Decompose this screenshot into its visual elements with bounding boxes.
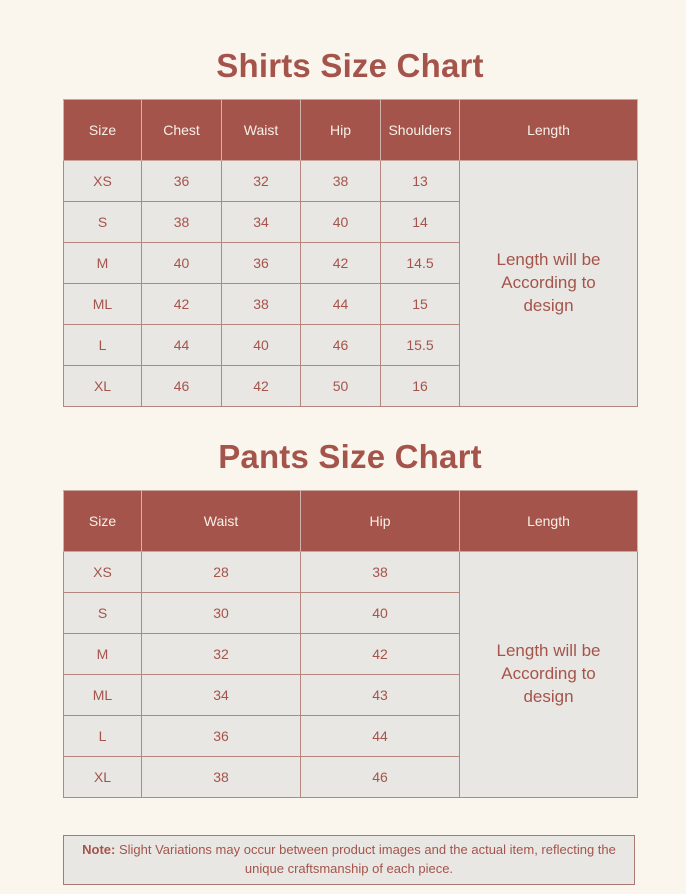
cell-size: M (63, 633, 142, 675)
cell-waist: 28 (141, 551, 301, 593)
cell-shoulders: 14.5 (380, 242, 460, 284)
shirts-size-table: Size Chest Waist Hip Shoulders Length XS… (63, 99, 638, 407)
cell-hip: 38 (300, 551, 460, 593)
shirts-col-hip: Hip (300, 99, 381, 161)
cell-waist: 42 (221, 365, 301, 407)
page-container: Shirts Size Chart Size Chest Waist Hip S… (63, 0, 638, 885)
cell-hip: 44 (300, 283, 381, 325)
pants-col-length: Length (459, 490, 638, 552)
cell-waist: 36 (221, 242, 301, 284)
cell-shoulders: 15.5 (380, 324, 460, 366)
cell-waist: 38 (221, 283, 301, 325)
cell-shoulders: 14 (380, 201, 460, 243)
shirts-col-shoulders: Shoulders (380, 99, 460, 161)
pants-header-row: Size Waist Hip Length (63, 490, 638, 552)
cell-hip: 43 (300, 674, 460, 716)
table-row: S 38 34 40 14 (63, 201, 638, 243)
note-label: Note: (82, 842, 116, 857)
cell-waist: 32 (221, 160, 301, 202)
cell-hip: 44 (300, 715, 460, 757)
shirts-col-size: Size (63, 99, 142, 161)
cell-chest: 42 (141, 283, 222, 325)
table-row: ML 42 38 44 15 (63, 283, 638, 325)
cell-size: L (63, 324, 142, 366)
cell-hip: 42 (300, 633, 460, 675)
shirts-length-note: Length will be According to design (459, 160, 638, 407)
cell-waist: 34 (221, 201, 301, 243)
cell-chest: 44 (141, 324, 222, 366)
cell-hip: 46 (300, 324, 381, 366)
pants-col-hip: Hip (300, 490, 460, 552)
table-row: M 40 36 42 14.5 (63, 242, 638, 284)
cell-shoulders: 15 (380, 283, 460, 325)
note-box: Note: Slight Variations may occur betwee… (63, 835, 635, 885)
cell-size: ML (63, 674, 142, 716)
pants-length-note: Length will be According to design (459, 551, 638, 798)
table-row: XL 38 46 (63, 756, 638, 798)
cell-chest: 40 (141, 242, 222, 284)
cell-shoulders: 16 (380, 365, 460, 407)
note-text: Slight Variations may occur between prod… (115, 842, 616, 876)
cell-shoulders: 13 (380, 160, 460, 202)
table-row: L 44 40 46 15.5 (63, 324, 638, 366)
shirts-chart-title: Shirts Size Chart (216, 47, 484, 84)
cell-size: ML (63, 283, 142, 325)
cell-waist: 38 (141, 756, 301, 798)
cell-chest: 36 (141, 160, 222, 202)
cell-hip: 50 (300, 365, 381, 407)
pants-size-table: Size Waist Hip Length XS 28 38 Length wi… (63, 490, 638, 798)
cell-hip: 38 (300, 160, 381, 202)
table-row: XL 46 42 50 16 (63, 365, 638, 407)
cell-size: XL (63, 365, 142, 407)
cell-waist: 30 (141, 592, 301, 634)
table-row: S 30 40 (63, 592, 638, 634)
table-row: XS 36 32 38 13 Length will be According … (63, 160, 638, 407)
table-row: M 32 42 (63, 633, 638, 675)
cell-waist: 36 (141, 715, 301, 757)
cell-chest: 38 (141, 201, 222, 243)
cell-size: S (63, 592, 142, 634)
cell-size: S (63, 201, 142, 243)
cell-size: XS (63, 551, 142, 593)
table-row: ML 34 43 (63, 674, 638, 716)
pants-chart-title: Pants Size Chart (218, 438, 482, 475)
shirts-header-row: Size Chest Waist Hip Shoulders Length (63, 99, 638, 161)
cell-waist: 32 (141, 633, 301, 675)
cell-hip: 40 (300, 201, 381, 243)
cell-chest: 46 (141, 365, 222, 407)
shirts-col-chest: Chest (141, 99, 222, 161)
shirts-col-length: Length (459, 99, 638, 161)
pants-col-size: Size (63, 490, 142, 552)
cell-size: XS (63, 160, 142, 202)
pants-col-waist: Waist (141, 490, 301, 552)
cell-size: M (63, 242, 142, 284)
table-row: XS 28 38 Length will be According to des… (63, 551, 638, 798)
cell-hip: 40 (300, 592, 460, 634)
cell-waist: 34 (141, 674, 301, 716)
cell-waist: 40 (221, 324, 301, 366)
cell-size: L (63, 715, 142, 757)
table-row: L 36 44 (63, 715, 638, 757)
cell-hip: 46 (300, 756, 460, 798)
cell-hip: 42 (300, 242, 381, 284)
shirts-col-waist: Waist (221, 99, 301, 161)
cell-size: XL (63, 756, 142, 798)
